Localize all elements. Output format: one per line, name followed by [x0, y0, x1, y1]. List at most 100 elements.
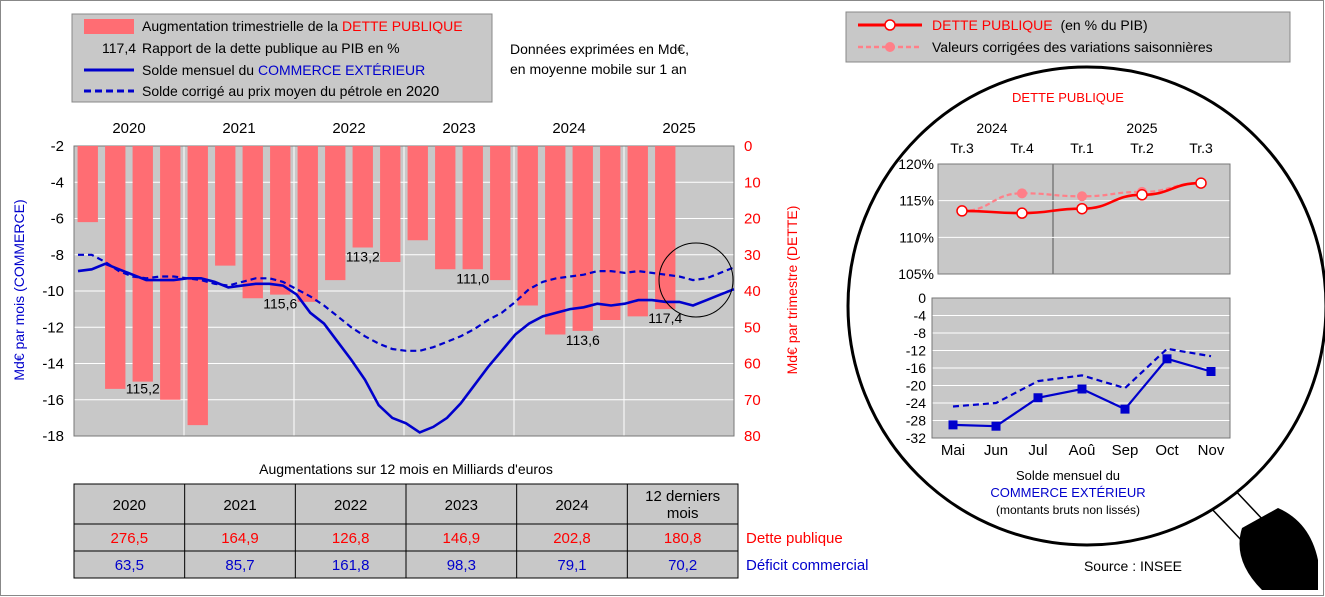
table-cell: 161,8	[332, 557, 370, 574]
table-cell: 70,2	[668, 557, 697, 574]
legend-bar-label: Augmentation trimestrielle de la DETTE P…	[142, 18, 463, 34]
inset2-tick-label: -32	[906, 430, 926, 446]
inset2-monthly-marker	[1120, 404, 1130, 414]
debt-bar	[77, 146, 98, 223]
debt-bar	[325, 146, 346, 281]
left-tick-label: -8	[51, 247, 64, 264]
inset1-tick-label: 105%	[898, 266, 934, 282]
inset2-caption-3: (montants bruts non lissés)	[996, 503, 1140, 517]
inset1-title: DETTE PUBLIQUE	[1012, 90, 1124, 105]
inset1-category-label: Tr.1	[1070, 140, 1094, 156]
inset1-debt-marker	[1136, 189, 1148, 201]
right-axis-ticks: 0 10 20 30 40 50 60 70 80	[744, 138, 761, 445]
inset2-category-label: Jul	[1028, 442, 1047, 459]
left-axis-title: Md€ par mois (COMMERCE)	[11, 199, 27, 380]
inset1-border	[937, 163, 1231, 275]
inset2-caption-1: Solde mensuel du	[1016, 468, 1120, 483]
inset1-debt-marker	[1016, 207, 1028, 219]
table-cell: 85,7	[225, 557, 254, 574]
right-legend-box	[845, 11, 1291, 63]
table-cell: 146,9	[443, 530, 481, 547]
table-cell: 202,8	[553, 530, 591, 547]
legend-bar-swatch	[84, 19, 134, 34]
debt-bar	[270, 146, 291, 295]
inset2-tick-label: -12	[906, 343, 926, 359]
inset1-category-label: Tr.4	[1010, 140, 1034, 156]
table-header: 2020	[113, 497, 146, 514]
debt-bar	[215, 146, 236, 266]
inset2-category-label: Jun	[984, 442, 1008, 459]
left-tick-label: -2	[51, 138, 64, 155]
legend-dashed-label: Solde corrigé au prix moyen du pétrole e…	[142, 83, 439, 100]
inset1-year-label: 2025	[1126, 120, 1157, 136]
inset1-seasonal-marker	[1077, 191, 1087, 202]
commerce-inset: 0 -4-8 -12-16 -20-24 -28-32 Mai Jun Jul Aoû Sep O…	[906, 290, 1231, 517]
debt-bar	[380, 146, 401, 262]
right-axis-title: Md€ par trimestre (DETTE)	[784, 206, 800, 375]
debt-bar	[242, 146, 263, 299]
inset2-monthly-marker	[1206, 367, 1216, 376]
table-header: 12 derniers	[645, 488, 720, 505]
right-tick-label: 20	[744, 211, 761, 228]
note-line-1: Données exprimées en Md€,	[510, 41, 689, 57]
inset2-category-label: Oct	[1155, 442, 1179, 459]
inset2-tick-label: 0	[918, 290, 926, 306]
debt-bar	[545, 146, 566, 335]
table-cell: 164,9	[221, 530, 259, 547]
inset2-tick-label: -16	[906, 360, 926, 376]
right-legend-item-1-highlight: DETTE PUBLIQUE	[932, 17, 1053, 33]
inset2-category-label: Sep	[1112, 442, 1139, 459]
right-legend-item-1: DETTE PUBLIQUE (en % du PIB)	[932, 17, 1148, 33]
legend-ratio-sample: 117,4	[102, 40, 136, 56]
right-tick-label: 50	[744, 319, 761, 336]
legend-bar-label-highlight: DETTE PUBLIQUE	[342, 18, 463, 34]
left-axis-ticks: -2 -4 -6 -8 -10 -12 -14 -16 -18	[42, 138, 64, 445]
left-tick-label: -10	[42, 283, 64, 300]
inset1-markers	[956, 177, 1207, 219]
legend-solid-label-highlight: COMMERCE EXTÉRIEUR	[258, 62, 425, 78]
debt-bar	[490, 146, 511, 281]
magnifier-handle	[1239, 508, 1318, 590]
legend-solid-label: Solde mensuel du COMMERCE EXTÉRIEUR	[142, 62, 425, 78]
zoom-circle	[658, 242, 734, 318]
debt-bar	[462, 146, 483, 270]
main-legend-box	[71, 13, 493, 103]
left-tick-label: -6	[51, 211, 64, 228]
right-tick-label: 70	[744, 392, 761, 409]
year-label: 2025	[662, 120, 695, 137]
inset1-debt-marker	[1195, 177, 1207, 189]
inset1-category-label: Tr.3	[1189, 140, 1213, 156]
debt-bar	[297, 146, 318, 302]
inset2-monthly-marker	[1033, 393, 1043, 403]
inset2-categories: Mai Jun Jul Aoû Sep Oct Nov	[941, 442, 1225, 459]
right-legend-solid-marker	[884, 19, 896, 31]
table-cell: 79,1	[557, 557, 586, 574]
inset2-y-ticks: 0 -4-8 -12-16 -20-24 -28-32	[906, 290, 926, 446]
debt-bar	[407, 146, 428, 241]
inset2-tick-label: -8	[914, 325, 927, 341]
right-legend-item-2: Valeurs corrigées des variations saisonn…	[932, 39, 1213, 55]
debt-ratio-inset: DETTE PUBLIQUE 105% 110% 115% 120% 2024 2025…	[898, 90, 1231, 282]
inset1-debt-marker	[1076, 202, 1088, 215]
inset1-categories: 2024 2025 Tr.3 Tr.4 Tr.1 Tr.2 Tr.3	[950, 120, 1213, 156]
inset1-category-label: Tr.3	[950, 140, 974, 156]
table-title: Augmentations sur 12 mois en Milliards d…	[259, 461, 553, 477]
left-tick-label: -12	[42, 319, 64, 336]
debt-bar	[655, 146, 676, 310]
debt-bar	[435, 146, 456, 270]
left-tick-label: -18	[42, 428, 64, 445]
table-row-label: Déficit commercial	[746, 557, 869, 574]
inset2-markers	[948, 354, 1216, 431]
inset2-category-label: Nov	[1198, 442, 1225, 459]
inset1-plot-area	[938, 164, 1230, 274]
year-label: 2023	[442, 120, 475, 137]
left-tick-label: -4	[51, 174, 64, 191]
debt-bar	[627, 146, 648, 317]
ratio-labels: 115,2 115,6 113,2 111,0 113,6 117,4	[126, 249, 683, 397]
right-tick-label: 10	[744, 174, 761, 191]
ratio-label: 111,0	[456, 270, 489, 286]
inset2-monthly-marker	[991, 421, 1001, 431]
inset2-monthly-marker	[1162, 354, 1172, 364]
